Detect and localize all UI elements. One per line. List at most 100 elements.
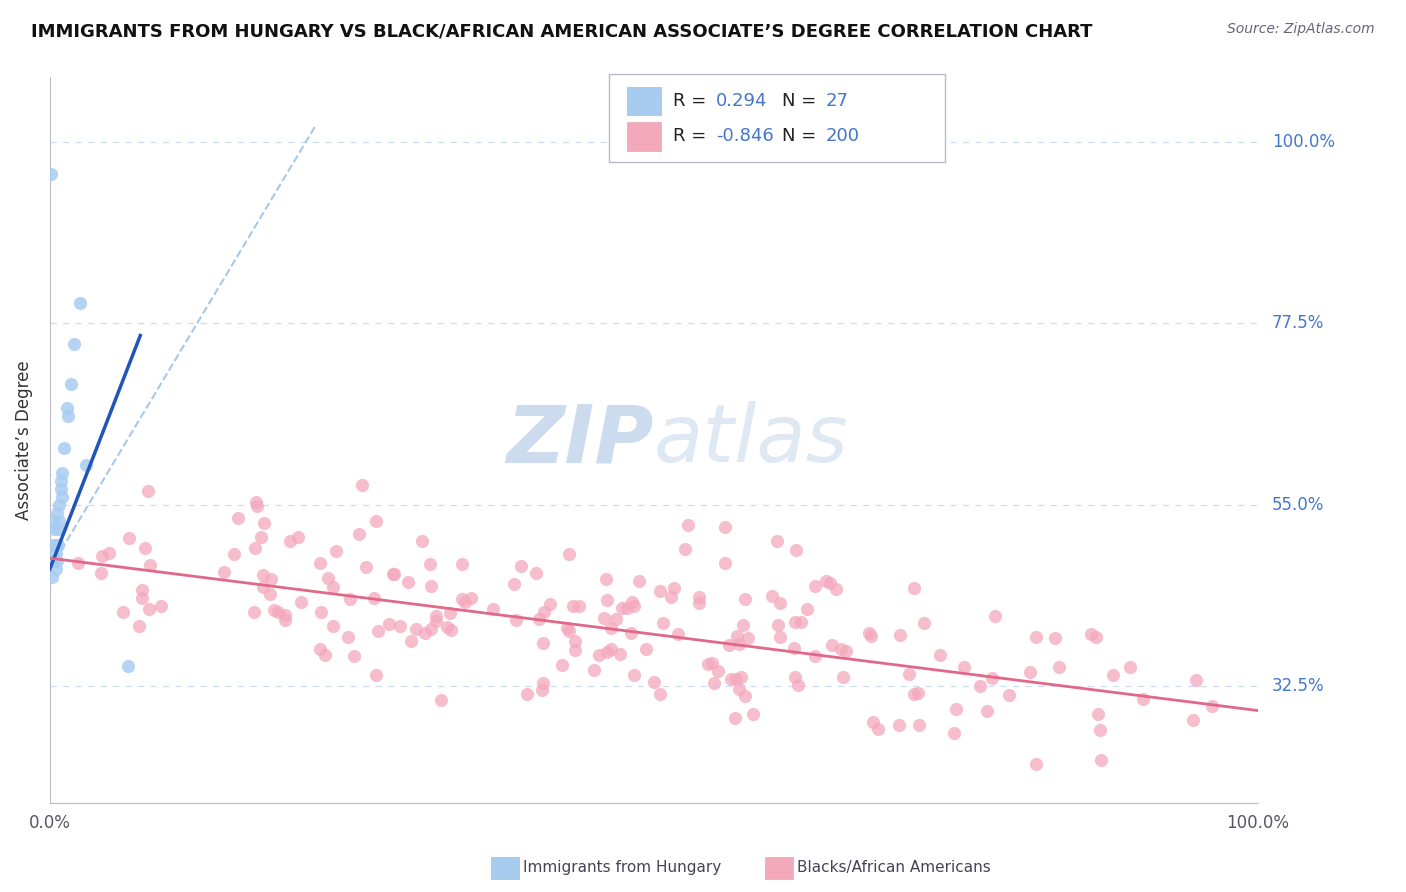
Point xyxy=(887,718,910,732)
Point xyxy=(659,590,682,604)
Point xyxy=(1043,631,1066,645)
Point xyxy=(832,671,855,685)
Point xyxy=(1084,631,1107,645)
Point xyxy=(620,626,643,640)
Point xyxy=(830,641,852,656)
Point xyxy=(564,643,586,657)
Point xyxy=(662,581,685,595)
Point xyxy=(673,542,696,557)
Point xyxy=(621,595,644,609)
Point xyxy=(48,498,70,512)
Point xyxy=(131,582,153,597)
Point xyxy=(243,541,266,555)
Point xyxy=(44,522,66,536)
Point xyxy=(316,571,339,585)
Point xyxy=(768,618,790,632)
Point xyxy=(436,620,458,634)
Point xyxy=(44,554,66,568)
Point xyxy=(527,612,550,626)
Point xyxy=(243,605,266,619)
Point xyxy=(45,506,67,520)
Text: atlas: atlas xyxy=(654,401,848,479)
Point xyxy=(676,518,699,533)
Text: R =: R = xyxy=(673,92,713,110)
Point xyxy=(46,538,69,552)
Point xyxy=(623,668,645,682)
Point xyxy=(595,572,617,586)
Point xyxy=(364,668,387,682)
Point xyxy=(309,605,332,619)
Point xyxy=(531,675,554,690)
Point xyxy=(411,533,433,548)
Point xyxy=(515,687,537,701)
Point xyxy=(889,628,911,642)
Point xyxy=(790,615,813,629)
Point xyxy=(246,499,269,513)
Point xyxy=(134,541,156,556)
Point xyxy=(419,579,441,593)
Point xyxy=(273,613,295,627)
Text: N =: N = xyxy=(782,92,821,110)
Point xyxy=(592,611,614,625)
Point xyxy=(1090,753,1112,767)
Point xyxy=(768,597,790,611)
Point xyxy=(460,591,482,606)
Point xyxy=(51,466,73,480)
Point xyxy=(1119,660,1142,674)
Text: IMMIGRANTS FROM HUNGARY VS BLACK/AFRICAN AMERICAN ASSOCIATE’S DEGREE CORRELATION: IMMIGRANTS FROM HUNGARY VS BLACK/AFRICAN… xyxy=(31,22,1092,40)
Point xyxy=(1018,665,1040,680)
Text: Source: ZipAtlas.com: Source: ZipAtlas.com xyxy=(1227,22,1375,37)
Text: 200: 200 xyxy=(825,128,859,145)
Point xyxy=(1047,660,1070,674)
Point xyxy=(309,557,332,571)
Point xyxy=(912,615,935,630)
Text: Blacks/African Americans: Blacks/African Americans xyxy=(797,861,991,875)
Point xyxy=(405,622,427,636)
Point xyxy=(908,717,931,731)
Point xyxy=(48,514,70,528)
Point xyxy=(725,629,748,643)
Point xyxy=(69,296,91,310)
Point xyxy=(731,617,754,632)
Point xyxy=(636,642,658,657)
Point xyxy=(1087,706,1109,721)
Point xyxy=(737,631,759,645)
Text: 32.5%: 32.5% xyxy=(1272,677,1324,696)
Point xyxy=(1181,713,1204,727)
Text: 77.5%: 77.5% xyxy=(1272,314,1324,333)
Point xyxy=(98,546,121,560)
Point xyxy=(998,688,1021,702)
Point xyxy=(783,640,806,655)
Point xyxy=(952,659,974,673)
Point xyxy=(290,595,312,609)
Point xyxy=(222,548,245,562)
Point xyxy=(450,557,472,571)
Point xyxy=(703,676,725,690)
Point xyxy=(67,556,90,570)
Point xyxy=(128,619,150,633)
Point xyxy=(643,675,665,690)
Point xyxy=(969,680,991,694)
Point xyxy=(356,560,378,574)
Point xyxy=(903,581,925,595)
Point xyxy=(451,591,474,606)
Point xyxy=(796,601,818,615)
Point xyxy=(700,657,723,671)
Point xyxy=(821,638,844,652)
Point xyxy=(111,605,134,619)
Point xyxy=(897,667,920,681)
Point xyxy=(51,490,73,504)
Point xyxy=(267,605,290,619)
Point xyxy=(1201,699,1223,714)
Point xyxy=(765,533,787,548)
Point xyxy=(396,575,419,590)
Text: 27: 27 xyxy=(825,92,848,110)
Point xyxy=(627,574,650,589)
Text: 0.294: 0.294 xyxy=(716,92,768,110)
Point xyxy=(1132,692,1154,706)
Point xyxy=(724,711,747,725)
Point xyxy=(734,689,756,703)
Point xyxy=(533,605,555,619)
Point xyxy=(803,579,825,593)
Point xyxy=(616,601,638,615)
